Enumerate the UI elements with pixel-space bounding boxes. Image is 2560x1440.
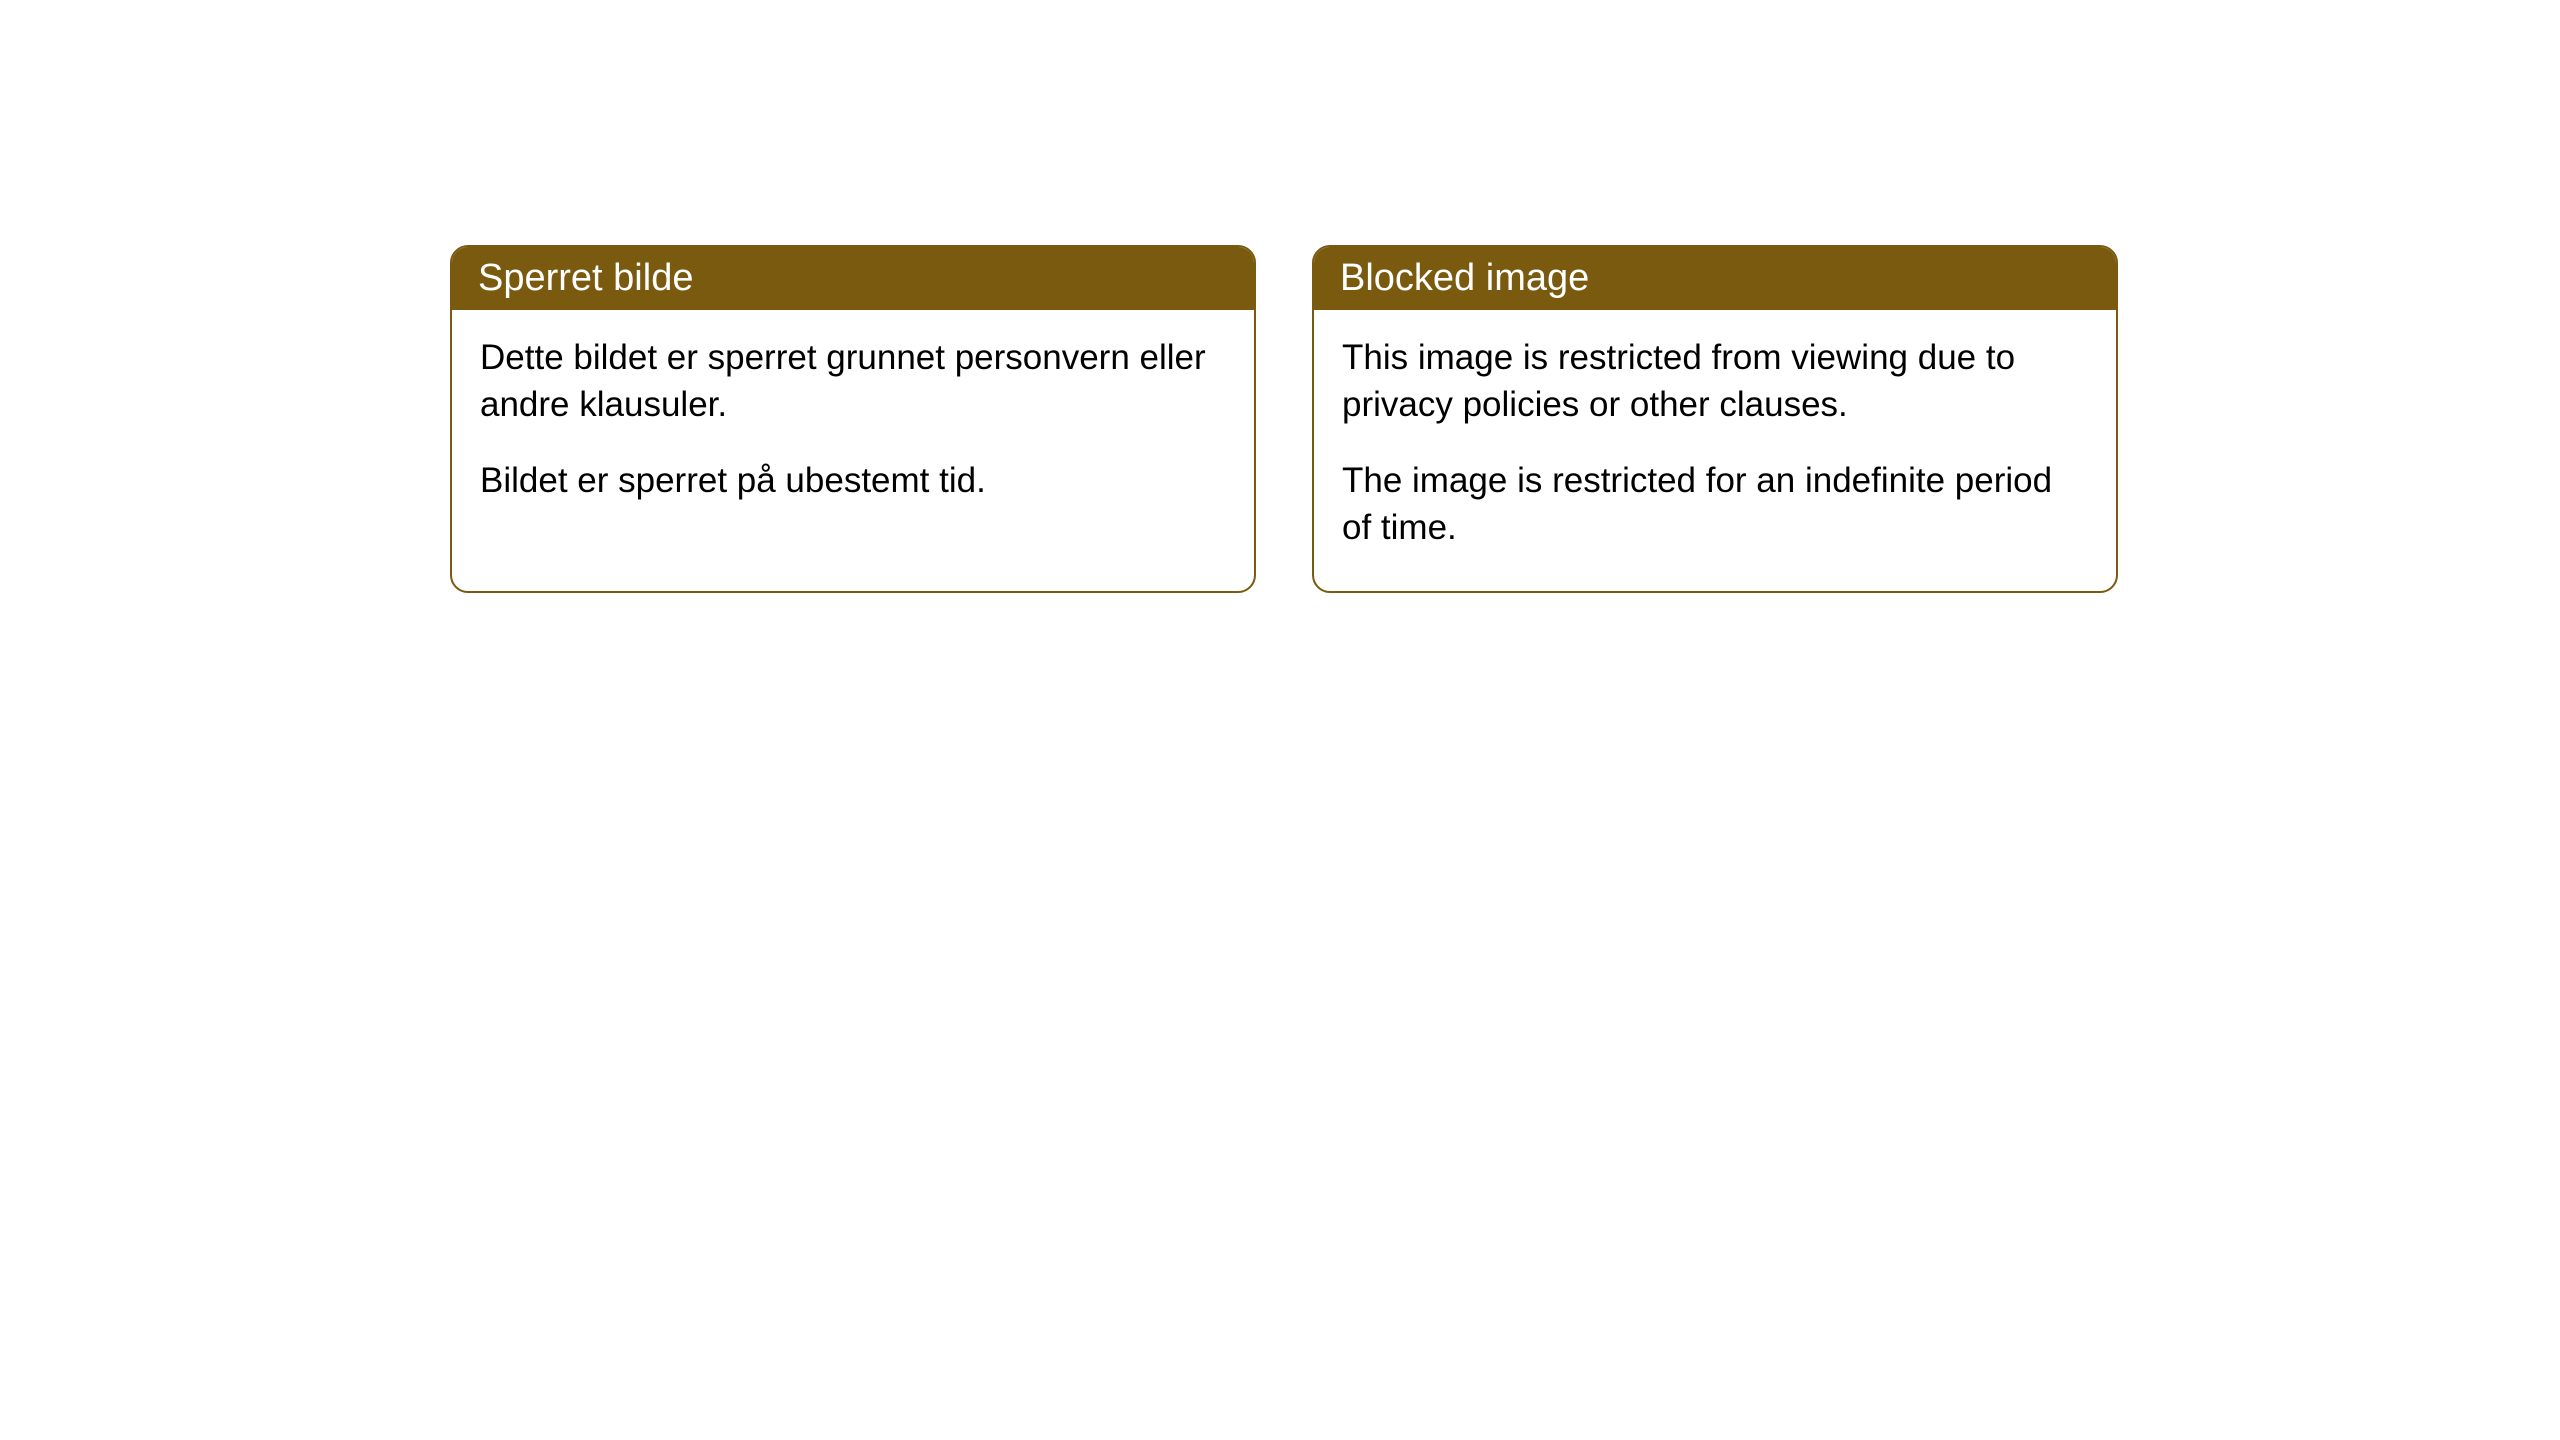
card-body-norwegian: Dette bildet er sperret grunnet personve… <box>452 310 1254 544</box>
card-header-english: Blocked image <box>1314 247 2116 310</box>
notice-cards-container: Sperret bilde Dette bildet er sperret gr… <box>450 245 2118 593</box>
card-header-norwegian: Sperret bilde <box>452 247 1254 310</box>
notice-text-p1: Dette bildet er sperret grunnet personve… <box>480 334 1226 429</box>
notice-text-p2: The image is restricted for an indefinit… <box>1342 457 2088 552</box>
notice-card-norwegian: Sperret bilde Dette bildet er sperret gr… <box>450 245 1256 593</box>
notice-text-p1: This image is restricted from viewing du… <box>1342 334 2088 429</box>
card-body-english: This image is restricted from viewing du… <box>1314 310 2116 591</box>
notice-card-english: Blocked image This image is restricted f… <box>1312 245 2118 593</box>
notice-text-p2: Bildet er sperret på ubestemt tid. <box>480 457 1226 504</box>
